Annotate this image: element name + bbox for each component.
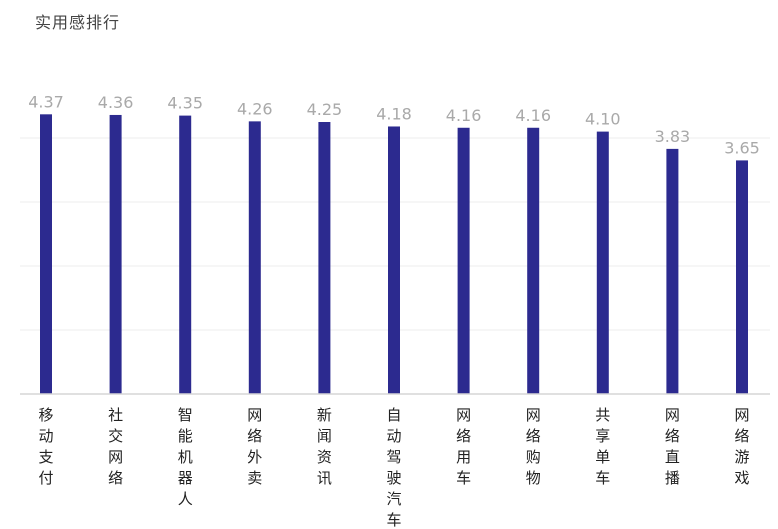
category-label: 社交网络 — [108, 406, 123, 487]
value-label: 4.25 — [307, 100, 343, 119]
bar — [666, 148, 679, 394]
bar — [109, 114, 122, 395]
bar — [388, 126, 400, 394]
bar — [736, 160, 748, 394]
category-label: 网络直播 — [665, 406, 680, 487]
value-label: 4.10 — [585, 110, 621, 129]
category-label: 自动驾驶汽车 — [386, 406, 401, 529]
category-label: 网络购物 — [526, 406, 541, 487]
bar — [40, 114, 52, 394]
category-labels: 移动支付 社交网络 智能机器人 网络外卖 新闻资讯 自动驾驶汽车 网络用车 网络购物 共享单车 网… — [38, 406, 749, 529]
bars — [40, 114, 748, 395]
bar — [248, 121, 261, 395]
value-label: 4.16 — [515, 106, 551, 125]
value-labels: 4.37 4.36 4.35 4.26 4.25 4.18 4.16 4.16 4.10 3.83… — [28, 92, 760, 157]
value-label: 4.36 — [98, 93, 134, 112]
category-label: 新闻资讯 — [317, 406, 332, 487]
value-label: 3.83 — [655, 127, 691, 146]
value-label: 4.37 — [28, 92, 64, 111]
value-label: 4.35 — [167, 94, 203, 113]
category-label: 共享单车 — [595, 406, 610, 487]
category-label: 网络用车 — [456, 406, 471, 487]
value-label: 4.18 — [376, 104, 412, 123]
value-label: 3.65 — [724, 138, 760, 157]
category-label: 移动支付 — [38, 406, 53, 487]
bar — [457, 127, 470, 394]
category-label: 智能机器人 — [178, 406, 193, 508]
bar — [596, 131, 609, 394]
bar — [179, 115, 192, 394]
bar — [527, 127, 540, 394]
value-label: 4.16 — [446, 106, 482, 125]
category-label: 网络外卖 — [247, 406, 262, 487]
category-label: 网络游戏 — [734, 406, 749, 487]
bar — [318, 122, 331, 394]
value-label: 4.26 — [237, 99, 273, 118]
chart-title: 实用感排行 — [35, 13, 121, 32]
